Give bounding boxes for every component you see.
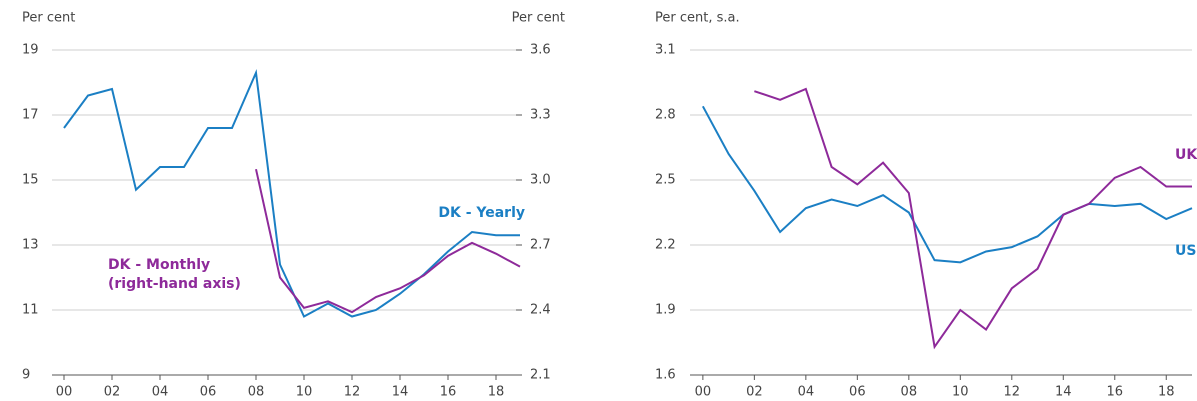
x-tick-label: 02 bbox=[746, 385, 763, 400]
x-tick-label: 02 bbox=[104, 385, 121, 400]
annotation: (right-hand axis) bbox=[108, 276, 241, 292]
x-tick-label: 16 bbox=[1106, 385, 1123, 400]
x-tick-label: 12 bbox=[1004, 385, 1021, 400]
line-series bbox=[754, 87, 1192, 350]
y-axis-label: Per cent bbox=[22, 11, 75, 26]
x-tick-label: 10 bbox=[296, 385, 313, 400]
line-series bbox=[255, 168, 521, 314]
x-tick-label: 10 bbox=[952, 385, 969, 400]
line-series bbox=[63, 69, 520, 318]
y2-axis-label: Per cent bbox=[512, 11, 565, 26]
y2-tick-label: 3.0 bbox=[530, 173, 551, 188]
x-tick-label: 00 bbox=[56, 385, 73, 400]
x-tick-label: 06 bbox=[849, 385, 866, 400]
x-tick-label: 14 bbox=[392, 385, 409, 400]
y2-tick-label: 3.6 bbox=[530, 43, 551, 58]
y-tick-label: 11 bbox=[22, 303, 39, 318]
x-tick-label: 18 bbox=[488, 385, 505, 400]
x-tick-label: 08 bbox=[901, 385, 918, 400]
line-series bbox=[701, 105, 1193, 264]
y-tick-label: 2.8 bbox=[655, 108, 676, 123]
y2-tick-label: 2.1 bbox=[530, 368, 551, 383]
y2-tick-label: 2.4 bbox=[530, 303, 551, 318]
y-tick-label: 2.2 bbox=[655, 238, 676, 253]
y2-tick-label: 3.3 bbox=[530, 108, 551, 123]
x-tick-label: 16 bbox=[440, 385, 457, 400]
y-tick-label: 9 bbox=[22, 368, 30, 383]
x-tick-label: 08 bbox=[248, 385, 265, 400]
y-tick-label: 17 bbox=[22, 108, 39, 123]
y-tick-label: 19 bbox=[22, 43, 39, 58]
annotation: UK bbox=[1175, 147, 1197, 163]
y-axis-label: Per cent, s.a. bbox=[655, 11, 740, 26]
y-tick-label: 1.6 bbox=[655, 368, 676, 383]
y-tick-label: 2.5 bbox=[655, 173, 676, 188]
y-tick-label: 15 bbox=[22, 173, 39, 188]
y2-tick-label: 2.7 bbox=[530, 238, 551, 253]
x-tick-label: 04 bbox=[798, 385, 815, 400]
y-tick-label: 13 bbox=[22, 238, 39, 253]
annotation: DK - Monthly bbox=[108, 257, 210, 273]
x-tick-label: 00 bbox=[695, 385, 712, 400]
x-tick-label: 12 bbox=[344, 385, 361, 400]
x-tick-label: 04 bbox=[152, 385, 169, 400]
annotation: US bbox=[1175, 243, 1196, 259]
annotation: DK - Yearly bbox=[438, 205, 525, 221]
x-tick-label: 06 bbox=[200, 385, 217, 400]
x-tick-label: 14 bbox=[1055, 385, 1072, 400]
y-tick-label: 3.1 bbox=[655, 43, 676, 58]
x-tick-label: 18 bbox=[1158, 385, 1175, 400]
y-tick-label: 1.9 bbox=[655, 303, 676, 318]
